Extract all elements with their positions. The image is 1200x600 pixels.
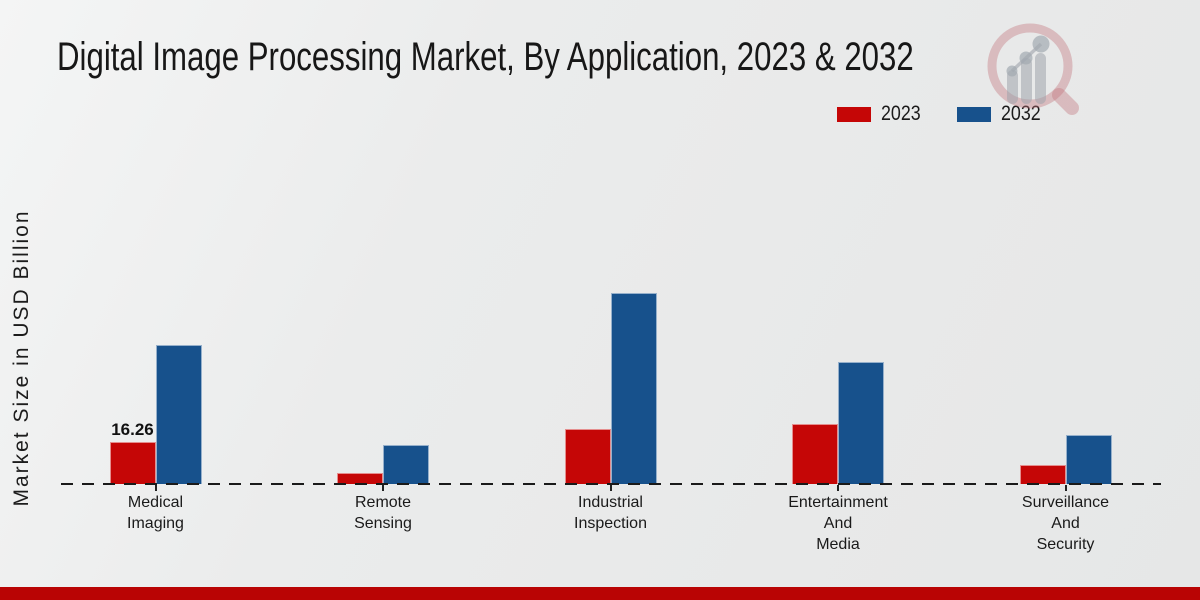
x-axis-tick bbox=[837, 485, 839, 491]
bar-2032-industrial-inspection bbox=[610, 293, 657, 484]
bar-2032-medical-imaging bbox=[155, 345, 202, 484]
bar-2023-medical-imaging bbox=[109, 442, 156, 484]
legend-swatch-2023 bbox=[837, 107, 871, 122]
x-axis-label-medical-imaging: Medical Imaging bbox=[127, 494, 184, 532]
bar-2023-surveillance-and-security bbox=[1019, 465, 1066, 484]
bar-2023-entertainment-and-media bbox=[792, 424, 838, 484]
x-axis-tick bbox=[1064, 485, 1067, 491]
footer-red-band bbox=[0, 587, 1200, 600]
x-axis-label-remote-sensing: Remote Sensing bbox=[354, 494, 412, 532]
legend-swatch-2032 bbox=[957, 107, 991, 122]
chart-title: Digital Image Processing Market, By Appl… bbox=[57, 35, 914, 79]
bar-2032-entertainment-and-media bbox=[838, 362, 884, 484]
bar-2032-remote-sensing bbox=[383, 445, 429, 484]
x-axis-label-entertainment-and-media: Entertainment And Media bbox=[788, 494, 888, 553]
bar-2032-surveillance-and-security bbox=[1065, 435, 1112, 484]
y-axis-title: Market Size in USD Billion bbox=[10, 209, 33, 507]
legend-label-2032: 2032 bbox=[1001, 102, 1041, 125]
x-axis-tick bbox=[154, 485, 157, 491]
x-axis-tick bbox=[609, 485, 612, 491]
bar-2023-remote-sensing bbox=[337, 473, 383, 484]
legend-label-2023: 2023 bbox=[881, 102, 921, 125]
magnifier-bar-chart-logo-icon bbox=[987, 23, 1079, 115]
x-axis-tick bbox=[382, 485, 384, 491]
bar-value-label: 16.26 bbox=[111, 420, 154, 439]
x-axis-baseline bbox=[61, 483, 1161, 485]
x-axis-label-industrial-inspection: Industrial Inspection bbox=[574, 494, 647, 532]
x-axis-label-surveillance-and-security: Surveillance And Security bbox=[1021, 494, 1110, 553]
bar-2023-industrial-inspection bbox=[564, 429, 611, 484]
